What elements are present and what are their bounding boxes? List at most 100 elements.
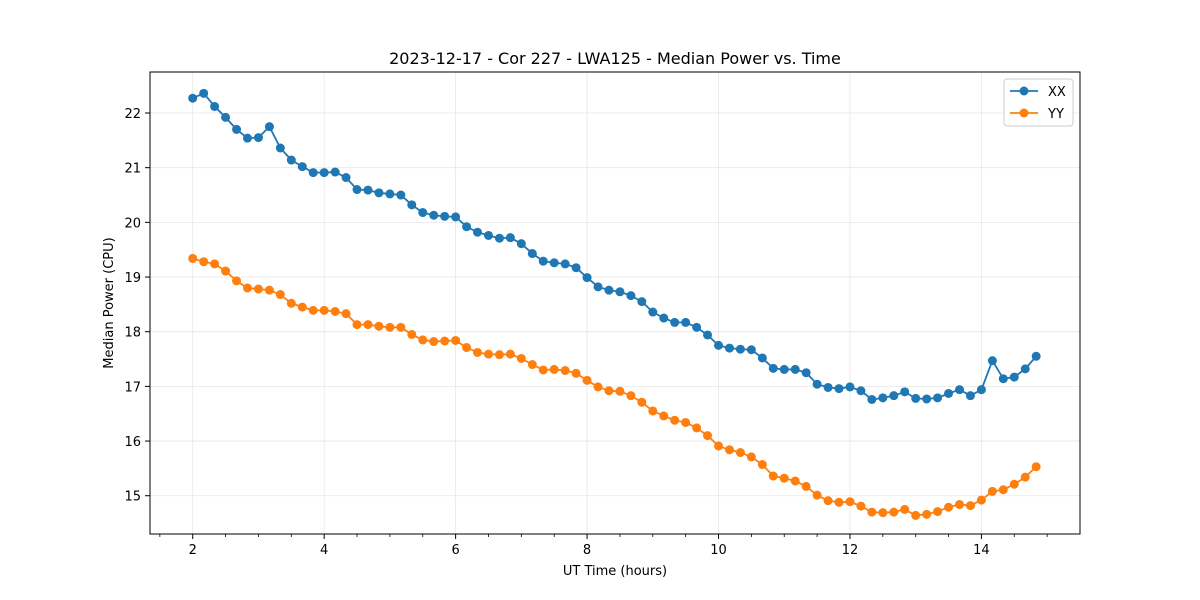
data-point-yy [308,305,318,315]
data-point-xx [681,317,691,327]
data-point-yy [275,290,285,300]
data-point-yy [352,320,362,330]
data-point-yy [538,365,548,375]
data-point-yy [264,285,274,295]
data-point-yy [188,253,198,263]
data-point-yy [221,266,231,276]
data-point-yy [845,497,855,507]
data-point-yy [582,375,592,385]
data-point-xx [516,239,526,249]
data-point-xx [790,364,800,374]
data-point-yy [407,329,417,339]
data-point-yy [440,336,450,346]
data-point-xx [746,345,756,355]
data-point-xx [670,317,680,327]
data-point-xx [308,168,318,178]
data-point-yy [560,366,570,376]
y-tick-label: 16 [124,435,141,450]
data-point-yy [856,501,866,511]
data-point-yy [199,257,209,267]
data-point-xx [593,282,603,292]
data-point-yy [768,471,778,481]
data-point-xx [987,356,997,366]
data-point-xx [352,185,362,195]
data-point-xx [297,162,307,172]
data-point-yy [626,391,636,401]
data-point-yy [812,490,822,500]
data-point-xx [330,167,340,177]
legend-entry-xx: XX [1010,85,1066,100]
data-point-xx [889,391,899,401]
data-point-xx [232,124,242,134]
data-point-xx [703,330,713,340]
x-tick-label: 4 [320,543,328,558]
data-point-yy [779,473,789,483]
data-point-xx [374,188,384,198]
y-tick-label: 17 [124,380,141,395]
data-point-xx [779,364,789,374]
data-point-yy [341,309,351,319]
data-point-xx [900,387,910,397]
series-line-xx [192,92,1037,401]
data-point-yy [955,499,965,509]
legend: XX YY [1003,78,1074,127]
data-point-xx [286,155,296,165]
series-yy [188,253,1041,520]
data-point-xx [396,190,406,200]
series-xx [188,88,1041,404]
data-point-xx [483,230,493,240]
data-point-yy [516,353,526,363]
data-point-xx [571,263,581,273]
grid-layer [150,72,1080,534]
data-point-xx [527,249,537,259]
data-point-yy [385,322,395,332]
x-tick-label: 2 [189,543,197,558]
chart-title: 2023-12-17 - Cor 227 - LWA125 - Median P… [389,49,841,68]
data-point-yy [396,322,406,332]
data-point-yy [867,507,877,517]
axes-layer: 2 4 6 8 10 12 14 15 16 17 18 19 20 21 22 [124,107,1048,558]
data-point-yy [615,386,625,396]
data-point-yy [823,496,833,506]
data-point-xx [976,385,986,395]
data-point-xx [955,385,965,395]
data-point-yy [483,349,493,359]
data-point-yy [801,481,811,491]
data-point-yy [944,502,954,512]
data-point-yy [757,460,767,470]
data-point-yy [889,507,899,517]
plot-frame [149,71,1081,535]
y-tick-label: 21 [124,162,141,177]
data-point-yy [692,423,702,433]
data-point-yy [933,507,943,517]
data-point-yy [451,335,461,345]
data-point-xx [867,395,877,404]
data-point-xx [538,256,548,266]
data-point-yy [681,417,691,427]
data-point-xx [604,285,614,295]
data-point-xx [462,222,472,232]
data-point-yy [330,306,340,316]
data-point-yy [593,382,603,392]
data-point-xx [878,393,888,403]
data-point-xx [242,133,252,143]
data-point-yy [998,485,1008,495]
data-point-xx [626,291,636,301]
data-point-yy [746,452,756,462]
data-point-yy [571,368,581,378]
data-point-xx [768,363,778,373]
data-point-xx [440,211,450,221]
data-point-xx [998,374,1008,384]
x-tick-label: 8 [583,543,591,558]
data-point-xx [1009,372,1019,382]
data-point-xx [264,122,274,132]
data-point-yy [724,445,734,455]
data-point-yy [494,350,504,360]
data-point-yy [286,298,296,308]
data-point-xx [560,259,570,269]
data-point-yy [363,320,373,330]
data-point-xx [221,112,231,122]
data-point-yy [911,510,921,520]
data-point-yy [900,504,910,514]
data-point-yy [1031,462,1041,472]
